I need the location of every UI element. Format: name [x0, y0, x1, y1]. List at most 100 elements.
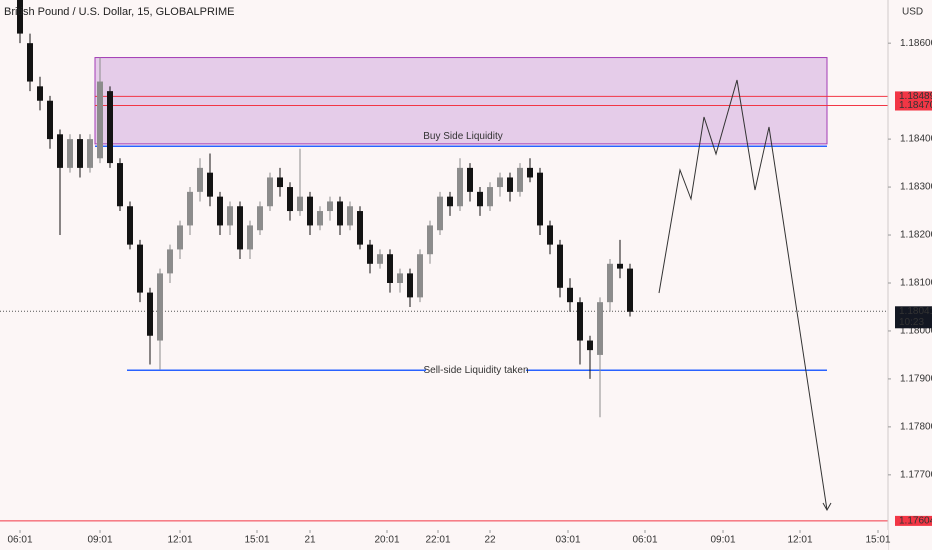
- label-bg: [426, 363, 526, 378]
- x-tick-label: 15:01: [865, 535, 890, 546]
- candle-body: [327, 201, 333, 212]
- projection-path: [658, 79, 828, 511]
- liquidity-label: Sell-side Liquidity taken: [423, 365, 528, 376]
- candle-body: [287, 187, 293, 212]
- candle-body: [17, 0, 23, 34]
- candle-body: [417, 254, 423, 298]
- y-tick-label: 1.17900: [900, 374, 932, 385]
- candle-body: [557, 244, 563, 288]
- candle-body: [587, 340, 593, 351]
- candle-body: [437, 196, 443, 231]
- candle-body: [547, 225, 553, 245]
- candle-body: [67, 139, 73, 168]
- x-tick-label: 22: [484, 535, 496, 546]
- candle-body: [357, 211, 363, 245]
- x-tick-label: 06:01: [7, 535, 32, 546]
- price-label: 1.17604: [899, 516, 932, 527]
- y-tick-label: 1.18000: [900, 326, 932, 337]
- candle-body: [597, 302, 603, 355]
- candle-body: [77, 139, 83, 168]
- candle-body: [247, 225, 253, 250]
- x-tick-label: 03:01: [555, 535, 580, 546]
- price-label-box: [895, 515, 932, 526]
- x-tick-label: 12:01: [787, 535, 812, 546]
- candle-body: [367, 244, 373, 264]
- candle-body: [377, 254, 383, 264]
- candle-body: [397, 273, 403, 283]
- candle-body: [47, 100, 53, 140]
- candle-body: [487, 187, 493, 207]
- candle-body: [627, 268, 633, 312]
- candle-body: [447, 196, 453, 207]
- candle-body: [317, 211, 323, 226]
- y-tick-label: 1.18400: [900, 134, 932, 145]
- candle-body: [57, 134, 63, 168]
- y-tick-label: 1.18200: [900, 230, 932, 241]
- y-tick-label: 1.18300: [900, 182, 932, 193]
- x-tick-label: 21: [304, 535, 316, 546]
- y-tick-label: 1.17800: [900, 422, 932, 433]
- price-label: 1.18470: [899, 100, 932, 111]
- candle-body: [567, 287, 573, 303]
- candle-body: [527, 167, 533, 178]
- candle-body: [127, 206, 133, 245]
- y-tick-label: 1.18600: [900, 38, 932, 49]
- currency-label: USD: [902, 7, 923, 18]
- candle-body: [257, 206, 263, 231]
- candle-body: [217, 196, 223, 226]
- candle-body: [387, 254, 393, 283]
- candle-body: [237, 206, 243, 250]
- candle-body: [507, 177, 513, 192]
- price-label-box: [895, 306, 932, 329]
- candle-body: [347, 206, 353, 226]
- candle-body: [227, 206, 233, 226]
- candle-body: [457, 167, 463, 207]
- y-tick-label: 1.18100: [900, 278, 932, 289]
- candle-body: [607, 263, 613, 303]
- candle-body: [37, 86, 43, 101]
- price-label-box: [895, 91, 932, 102]
- candle-body: [297, 196, 303, 212]
- x-tick-label: 09:01: [710, 535, 735, 546]
- candle-body: [277, 177, 283, 188]
- candle-body: [147, 292, 153, 336]
- candle-body: [117, 163, 123, 207]
- candle-body: [177, 225, 183, 250]
- candle-body: [497, 177, 503, 188]
- candle-body: [87, 139, 93, 168]
- candle-body: [137, 244, 143, 293]
- candle-body: [157, 273, 163, 341]
- candle-body: [187, 191, 193, 226]
- liquidity-zone: [94, 57, 828, 145]
- price-countdown: 10:23: [899, 317, 924, 328]
- candle-body: [97, 81, 103, 159]
- candle-body: [407, 273, 413, 298]
- liquidity-label: Buy Side Liquidity: [423, 131, 503, 142]
- candle-body: [537, 172, 543, 226]
- x-tick-label: 15:01: [244, 535, 269, 546]
- candle-body: [197, 167, 203, 192]
- chart-title: British Pound / U.S. Dollar, 15, GLOBALP…: [4, 6, 234, 18]
- candle-body: [207, 172, 213, 197]
- candle-body: [577, 302, 583, 341]
- price-label-box: [895, 100, 932, 111]
- candle-body: [517, 167, 523, 192]
- x-tick-label: 06:01: [632, 535, 657, 546]
- plot-area: Buy Side Liquidity Sell-side Liquidity ta…: [0, 0, 888, 522]
- price-label: 1.18489: [899, 91, 932, 102]
- candle-body: [27, 43, 33, 82]
- x-tick-label: 09:01: [87, 535, 112, 546]
- candle-body: [267, 177, 273, 207]
- candle-body: [467, 167, 473, 192]
- candle-body: [107, 91, 113, 164]
- candle-body: [167, 249, 173, 274]
- time-axis-bg: [0, 530, 888, 550]
- price-label: 1.18041: [899, 306, 932, 317]
- projection-arrow: [822, 502, 832, 512]
- price-axis-bg: [888, 0, 932, 550]
- candle-body: [427, 225, 433, 255]
- candle-body: [477, 191, 483, 207]
